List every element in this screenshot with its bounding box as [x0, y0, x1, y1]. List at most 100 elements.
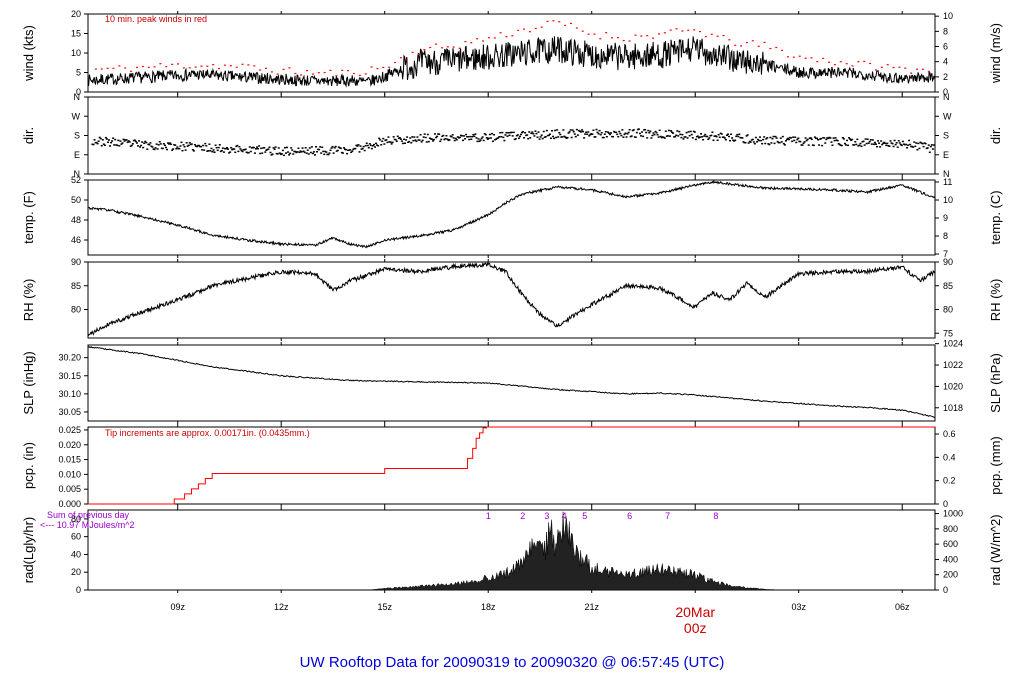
wind-peak-point	[493, 37, 496, 39]
dir-point	[496, 137, 499, 140]
rh-y-tick-label-right: 80	[943, 305, 953, 315]
dir-point	[903, 143, 906, 146]
wind-peak-point	[288, 67, 291, 69]
dir-panel-frame	[87, 96, 936, 175]
dir-point	[616, 133, 619, 136]
dir-point	[342, 147, 345, 149]
dir-point	[381, 140, 384, 143]
dir-point	[779, 137, 782, 139]
dir-point	[927, 144, 930, 146]
rad-marker-label: 2	[520, 511, 525, 521]
dir-point	[115, 144, 118, 146]
wind-peak-point	[810, 57, 813, 59]
dir-point	[197, 144, 200, 147]
slp-panel-frame	[87, 344, 936, 422]
dir-point	[459, 134, 462, 137]
dir-point	[840, 144, 843, 147]
wind-peak-point	[622, 39, 625, 42]
dir-point	[92, 143, 95, 146]
dir-point	[815, 137, 818, 140]
dir-point	[879, 146, 882, 148]
dir-point	[416, 136, 419, 138]
temp-y-tick-label-right: 10	[943, 195, 953, 205]
dir-point	[539, 136, 542, 138]
wind-peak-point	[681, 30, 684, 32]
dir-point	[638, 132, 641, 135]
dir-point	[600, 132, 603, 134]
dir-y-tick-label-right: N	[943, 92, 950, 102]
dir-point	[557, 136, 560, 138]
dir-point	[586, 133, 589, 136]
rad-marker-label: 5	[582, 511, 587, 521]
dir-point	[122, 138, 125, 141]
rad-marker-label: 3	[544, 511, 549, 521]
wind-peak-point	[311, 73, 314, 75]
dir-point	[568, 131, 571, 133]
dir-point	[114, 138, 117, 141]
dir-point	[785, 138, 788, 141]
dir-point	[471, 135, 474, 138]
dir-point	[336, 149, 339, 152]
dir-point	[357, 144, 360, 146]
dir-point	[504, 134, 507, 136]
dir-point	[902, 143, 905, 145]
wind-peak-point	[663, 32, 666, 34]
dir-point	[594, 136, 597, 138]
dir-point	[545, 129, 548, 132]
wind-peak-point	[159, 63, 162, 65]
dir-point	[420, 141, 423, 143]
dir-point	[884, 142, 887, 145]
dir-point	[881, 143, 884, 146]
dir-point	[701, 136, 704, 138]
dir-point	[155, 143, 158, 145]
dir-point	[719, 132, 722, 135]
dir-point	[325, 151, 328, 153]
rh-y-tick-label-right: 85	[943, 281, 953, 291]
dir-point	[99, 137, 102, 140]
dir-point	[599, 133, 602, 136]
dir-point	[404, 142, 407, 144]
dir-point	[141, 141, 144, 143]
dir-point	[826, 137, 829, 139]
dir-point	[761, 142, 764, 145]
dir-point	[645, 131, 648, 134]
dir-point	[453, 139, 456, 142]
dir-point	[223, 147, 226, 150]
dir-point	[136, 145, 139, 147]
dir-point	[841, 136, 844, 139]
dir-point	[501, 131, 504, 134]
dir-point	[623, 133, 626, 136]
wind-peak-point	[634, 34, 637, 36]
dir-point	[410, 141, 413, 144]
wind-y-tick-label-right: 6	[943, 42, 948, 52]
dir-point	[711, 131, 714, 133]
dir-point	[315, 146, 318, 148]
wind-peak-point	[411, 51, 414, 54]
dir-y-tick-label-left: N	[74, 92, 81, 102]
dir-point	[323, 153, 326, 156]
wind-peak-point	[628, 40, 631, 42]
wind-peak-point	[910, 72, 913, 74]
dir-point	[877, 140, 880, 142]
wind-peak-point	[517, 29, 520, 32]
dir-point	[677, 135, 680, 137]
dir-point	[134, 140, 137, 143]
dir-point	[813, 136, 816, 138]
dir-point	[541, 137, 544, 140]
dir-point	[810, 138, 813, 141]
dir-point	[417, 139, 420, 141]
rad-y-tick-label-right: 600	[943, 539, 958, 549]
dir-point	[918, 147, 921, 150]
dir-point	[93, 139, 96, 141]
dir-point	[228, 152, 231, 154]
dir-point	[734, 139, 737, 142]
dir-point	[467, 136, 470, 138]
dir-point	[448, 139, 451, 141]
dir-point	[309, 151, 312, 154]
dir-point	[148, 144, 151, 146]
dir-point	[371, 144, 374, 147]
dir-point	[727, 135, 730, 138]
dir-point	[833, 139, 836, 142]
dir-point	[746, 134, 749, 136]
dir-point	[480, 137, 483, 140]
